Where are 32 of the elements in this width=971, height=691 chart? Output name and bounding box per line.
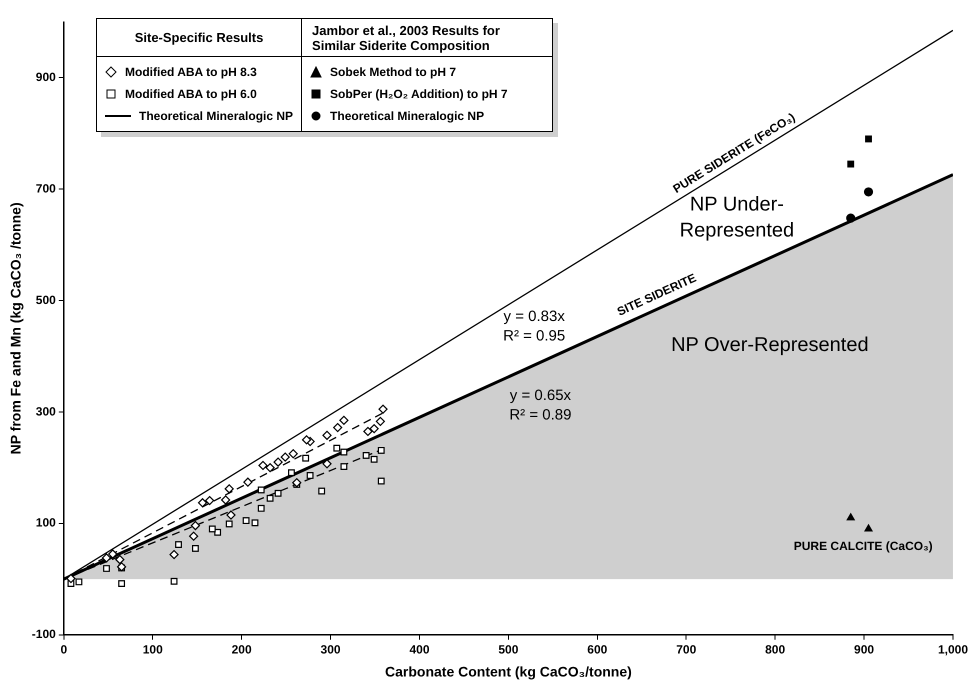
x-tick-label: 100 <box>142 642 164 656</box>
x-tick-label: 500 <box>498 642 519 656</box>
legend-label: Modified ABA to pH 6.0 <box>125 87 257 101</box>
y-tick-label: 100 <box>36 516 56 530</box>
legend-label: Modified ABA to pH 8.3 <box>125 65 257 79</box>
x-tick-label: 400 <box>409 642 430 656</box>
y-tick-label: 900 <box>36 70 56 84</box>
annotation: y = 0.65x R² = 0.89 <box>509 387 572 424</box>
annotation: y = 0.83x R² = 0.95 <box>503 308 566 344</box>
annotation: NP Under- Represented <box>680 194 794 242</box>
legend-label: SobPer (H₂O₂ Addition) to pH 7 <box>330 87 508 101</box>
legend-label: Theoretical Mineralogic NP <box>139 109 294 123</box>
legend-label: Sobek Method to pH 7 <box>330 65 456 79</box>
legend-label: Theoretical Mineralogic NP <box>330 109 484 123</box>
y-tick-label: 500 <box>36 292 56 307</box>
x-tick-label: 200 <box>232 642 252 656</box>
y-tick-label: 700 <box>36 181 56 196</box>
x-tick-label: 900 <box>854 642 874 656</box>
annotation: PURE CALCITE (CaCO₃) <box>794 538 933 553</box>
x-tick-label: 600 <box>587 642 608 656</box>
x-axis-title: Carbonate Content (kg CaCO₃/tonne) <box>384 663 632 680</box>
x-tick-label: 800 <box>765 642 786 656</box>
y-tick-label: 300 <box>36 404 56 418</box>
x-tick-label: 300 <box>320 642 341 656</box>
annotation: NP Over-Represented <box>671 334 869 356</box>
annotation: Site-Specific Results <box>97 19 302 57</box>
y-tick-label: -100 <box>32 627 56 642</box>
x-tick-label: 700 <box>676 642 697 656</box>
annotation: Jambor et al., 2003 Results for Similar Siderite Composition <box>302 19 552 57</box>
y-axis-title: NP from Fe and Mn (kg CaCO₃ /tonne) <box>7 202 24 454</box>
x-tick-label: 0 <box>60 642 68 656</box>
x-tick-label: 1,000 <box>938 642 968 656</box>
